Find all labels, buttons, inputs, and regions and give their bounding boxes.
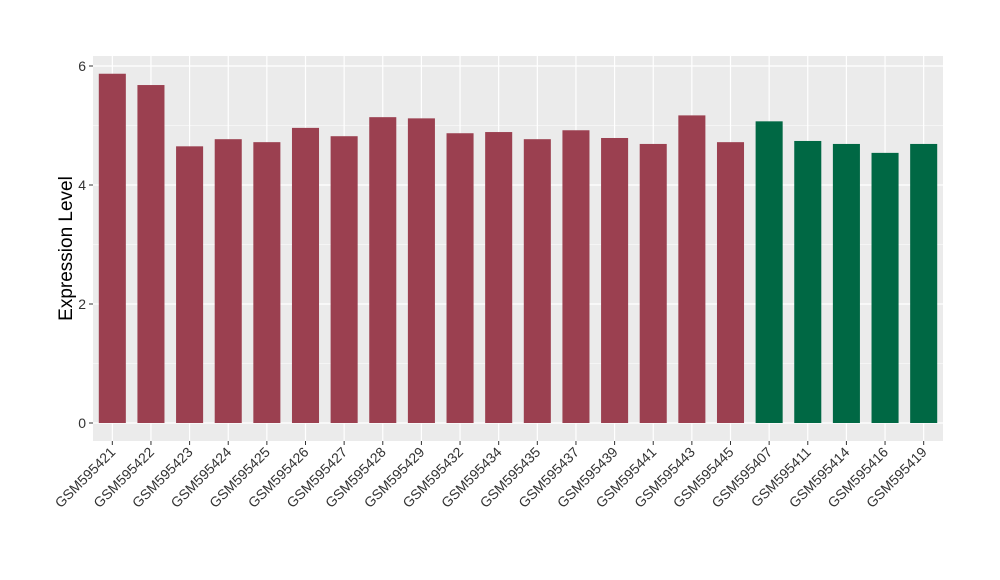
bar-GSM595437 (562, 130, 590, 423)
bar-GSM595424 (214, 139, 242, 423)
bar-GSM595445 (716, 142, 745, 423)
bar-GSM595425 (253, 142, 281, 423)
bar-GSM595427 (330, 136, 358, 423)
y-tick-label: 0 (78, 415, 86, 431)
bar-GSM595443 (678, 115, 706, 423)
bar-GSM595419 (910, 143, 938, 423)
y-tick-label: 6 (78, 58, 86, 74)
bar-GSM595441 (639, 143, 667, 423)
y-tick-label: 2 (78, 296, 86, 312)
bar-GSM595432 (446, 133, 474, 424)
bar-GSM595421 (98, 73, 126, 424)
bar-GSM595407 (755, 121, 783, 424)
bar-GSM595416 (871, 152, 899, 423)
bar-GSM595426 (291, 127, 320, 423)
bar-GSM595428 (369, 117, 397, 424)
y-axis-title: Expression Level (56, 176, 77, 321)
bar-GSM595435 (523, 139, 551, 423)
bar-GSM595429 (407, 118, 435, 424)
bar-GSM595411 (794, 140, 822, 423)
bars (98, 73, 938, 424)
y-tick-label: 4 (78, 177, 86, 193)
bar-GSM595423 (176, 146, 204, 423)
bar-GSM595422 (137, 85, 165, 423)
bar-GSM595434 (485, 132, 513, 424)
bar-GSM595439 (601, 137, 629, 423)
bar-GSM595414 (832, 143, 860, 423)
